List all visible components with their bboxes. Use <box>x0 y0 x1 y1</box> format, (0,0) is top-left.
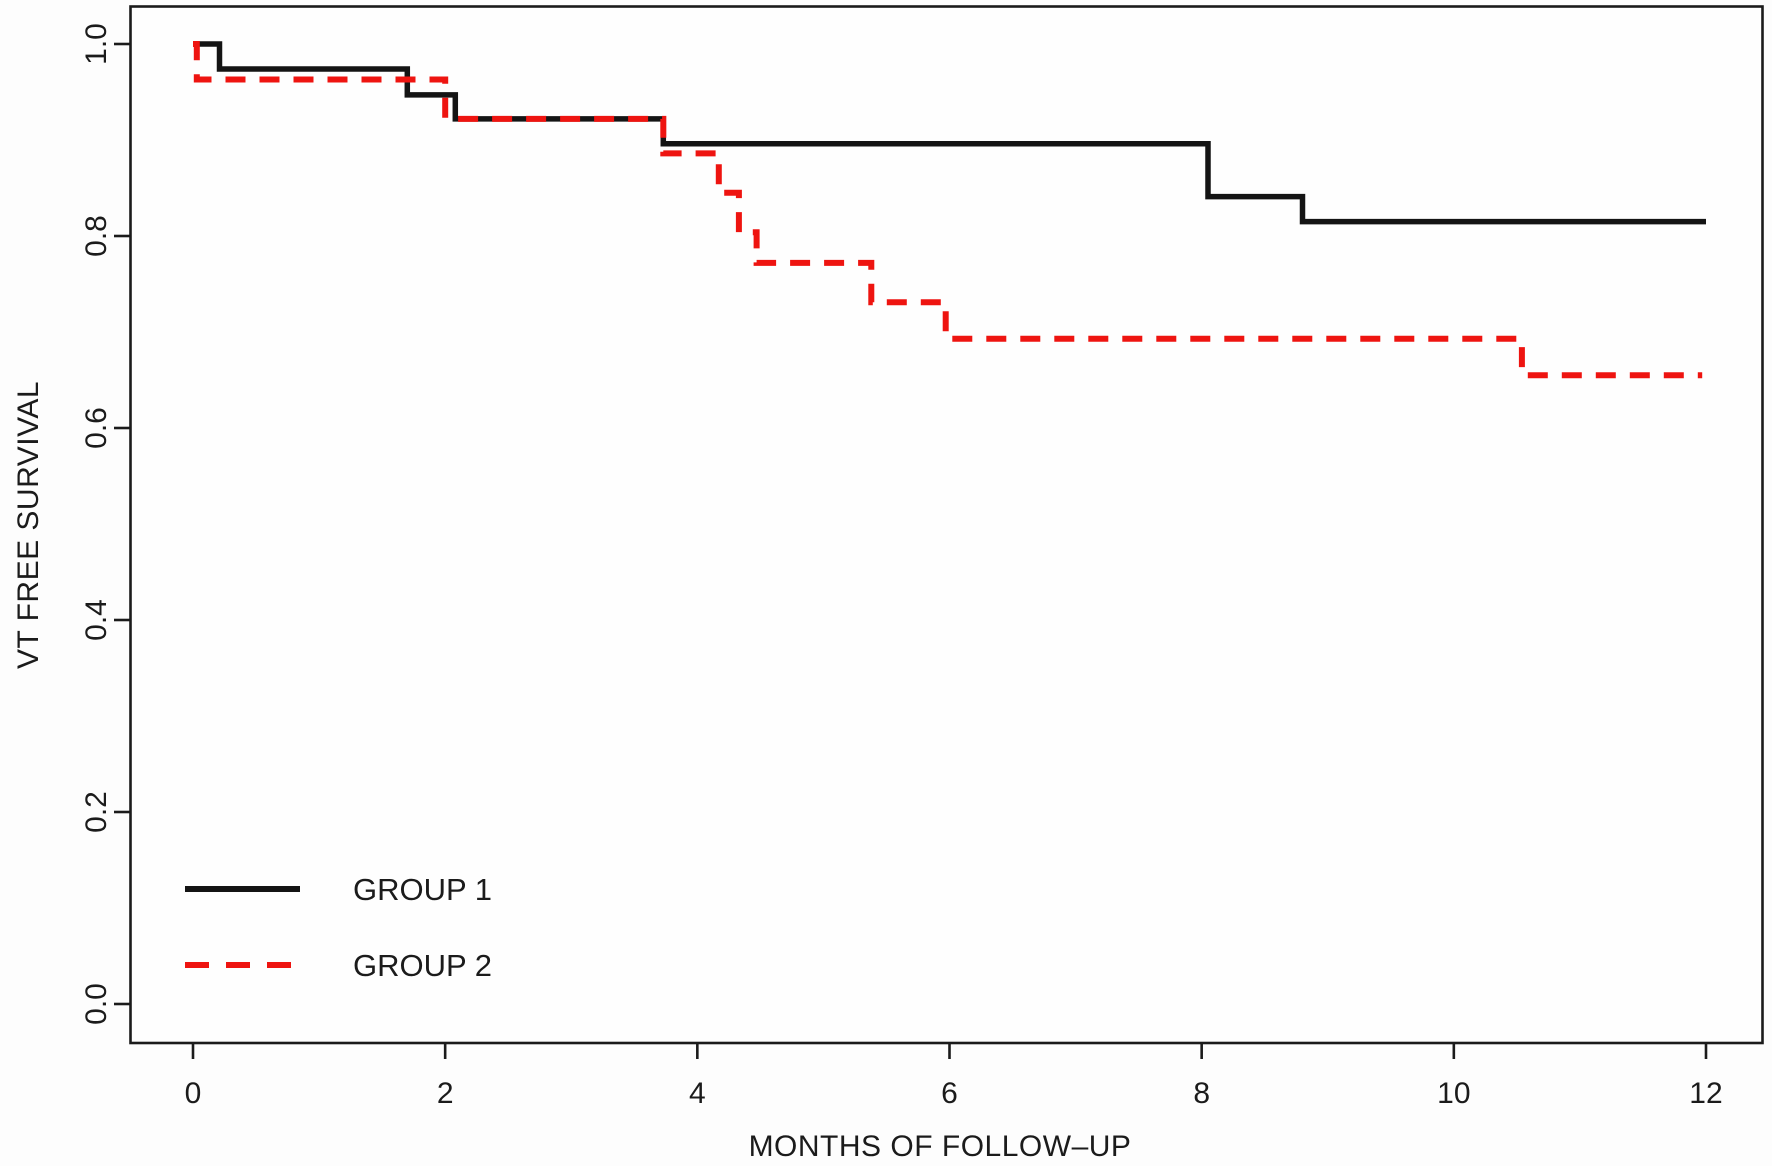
y-tick-label: 0.0 <box>80 983 113 1025</box>
plot-area <box>129 5 1764 1045</box>
x-tick-label: 6 <box>941 1077 958 1110</box>
x-tick-label: 12 <box>1689 1077 1722 1110</box>
x-tick-label: 4 <box>689 1077 706 1110</box>
x-tick-label: 2 <box>437 1077 454 1110</box>
y-tick-label: 0.6 <box>80 407 113 449</box>
x-axis-ticks: 0 2 4 6 8 10 12 <box>185 1043 1723 1110</box>
y-tick-label: 0.8 <box>80 215 113 257</box>
survival-curve-group-1 <box>193 41 1706 225</box>
x-tick-label: 10 <box>1437 1077 1470 1110</box>
y-tick-label: 0.4 <box>80 599 113 641</box>
y-tick-label: 0.2 <box>80 791 113 833</box>
legend-label-group1: GROUP 1 <box>353 872 492 907</box>
x-tick-label: 8 <box>1193 1077 1210 1110</box>
legend: GROUP 1 GROUP 2 <box>185 872 492 983</box>
y-axis-title: VT FREE SURVIVAL <box>12 381 45 669</box>
survival-curve-group-2 <box>193 41 1703 379</box>
x-tick-label: 0 <box>185 1077 202 1110</box>
survival-curves <box>193 41 1706 379</box>
legend-label-group2: GROUP 2 <box>353 948 492 983</box>
y-axis-ticks: 0.0 0.2 0.4 0.6 0.8 1.0 <box>80 23 130 1025</box>
x-axis-title: MONTHS OF FOLLOW–UP <box>749 1130 1132 1163</box>
y-tick-label: 1.0 <box>80 23 113 65</box>
